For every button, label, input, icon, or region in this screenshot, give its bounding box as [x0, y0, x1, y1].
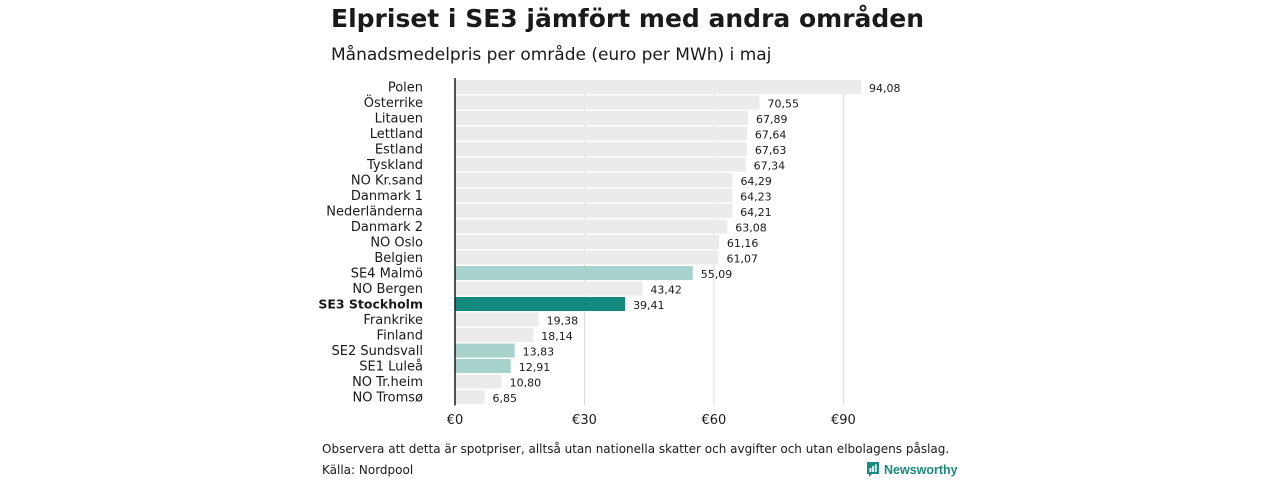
category-label: Österrike	[364, 94, 423, 111]
category-label: Litauen	[375, 112, 423, 127]
bar	[455, 111, 748, 125]
chart-subtitle: Månadsmedelpris per område (euro per MWh…	[331, 45, 772, 65]
bar	[455, 80, 861, 94]
value-label: 19,38	[547, 315, 579, 328]
footnote: Observera att detta är spotpriser, allts…	[322, 442, 950, 456]
value-label: 64,21	[740, 206, 772, 219]
value-label: 94,08	[869, 82, 901, 95]
category-label: SE3 Stockholm	[318, 297, 423, 312]
x-tick-label: €0	[447, 413, 464, 428]
value-label: 55,09	[701, 268, 733, 281]
value-label: 64,29	[740, 175, 772, 188]
category-label: SE4 Malmö	[351, 267, 423, 282]
bar	[455, 297, 626, 311]
value-label: 64,23	[740, 191, 772, 204]
value-labels: 94,08 70,55 67,89 67,64 67,63 67,34 64,29 64,23…	[493, 82, 901, 405]
bar	[455, 312, 539, 327]
category-label: Nederländerna	[326, 205, 423, 220]
category-label: NO Bergen	[352, 282, 423, 297]
bar	[455, 328, 534, 342]
brand-name: Newsworthy	[884, 462, 958, 477]
category-label: Lettland	[370, 127, 423, 142]
category-labels: PolenÖsterrikeLitauenLettlandEstlandTysk…	[318, 81, 423, 406]
bar	[455, 281, 643, 296]
bar	[455, 390, 485, 404]
category-label: Polen	[388, 81, 423, 96]
value-label: 67,64	[755, 129, 787, 142]
category-label: NO Kr.sand	[351, 174, 423, 189]
value-label: 61,07	[727, 253, 759, 266]
bar	[455, 95, 760, 110]
value-label: 39,41	[633, 299, 665, 312]
value-label: 18,14	[541, 330, 573, 343]
bar	[455, 219, 728, 234]
value-label: 6,85	[493, 392, 518, 405]
value-label: 61,16	[727, 237, 759, 250]
x-tick-label: €60	[702, 413, 727, 428]
value-label: 10,80	[510, 377, 542, 390]
bar	[455, 235, 719, 249]
value-label: 67,89	[756, 113, 788, 126]
bar	[455, 343, 515, 358]
bar	[455, 142, 747, 156]
x-tick-label: €30	[572, 413, 597, 428]
bar-chart: PolenÖsterrikeLitauenLettlandEstlandTysk…	[318, 78, 901, 428]
bar	[455, 157, 746, 172]
category-label: Danmark 1	[351, 189, 423, 204]
bar	[455, 204, 733, 218]
bars	[455, 80, 861, 404]
category-label: Belgien	[374, 251, 423, 266]
x-tick-labels: €0 €30 €60 €90	[447, 413, 856, 428]
value-label: 43,42	[650, 284, 682, 297]
bar	[455, 173, 733, 187]
category-label: NO Oslo	[370, 236, 423, 251]
bar	[455, 374, 502, 389]
category-label: Estland	[375, 143, 423, 158]
bar	[455, 126, 747, 141]
bar	[455, 250, 719, 265]
category-label: NO Tromsø	[352, 391, 423, 406]
bar	[455, 359, 511, 373]
category-label: SE2 Sundsvall	[331, 344, 423, 359]
source-label: Källa: Nordpool	[322, 463, 414, 477]
value-label: 63,08	[735, 222, 767, 235]
category-label: Tyskland	[366, 158, 423, 173]
category-label: Frankrike	[363, 313, 423, 328]
bar	[455, 266, 693, 280]
bar	[455, 188, 733, 203]
value-label: 13,83	[523, 346, 555, 359]
brand-logo: Newsworthy	[866, 461, 958, 478]
category-label: Finland	[377, 329, 423, 344]
value-label: 67,34	[754, 160, 786, 173]
category-label: NO Tr.heim	[352, 375, 423, 390]
chart-title: Elpriset i SE3 jämfört med andra områden	[331, 4, 925, 33]
newsworthy-logo-icon	[867, 462, 879, 477]
x-tick-label: €90	[831, 413, 856, 428]
category-label: SE1 Luleå	[359, 360, 423, 375]
value-label: 12,91	[519, 361, 551, 374]
value-label: 70,55	[767, 98, 799, 111]
category-label: Danmark 2	[351, 220, 423, 235]
value-label: 67,63	[755, 144, 787, 157]
